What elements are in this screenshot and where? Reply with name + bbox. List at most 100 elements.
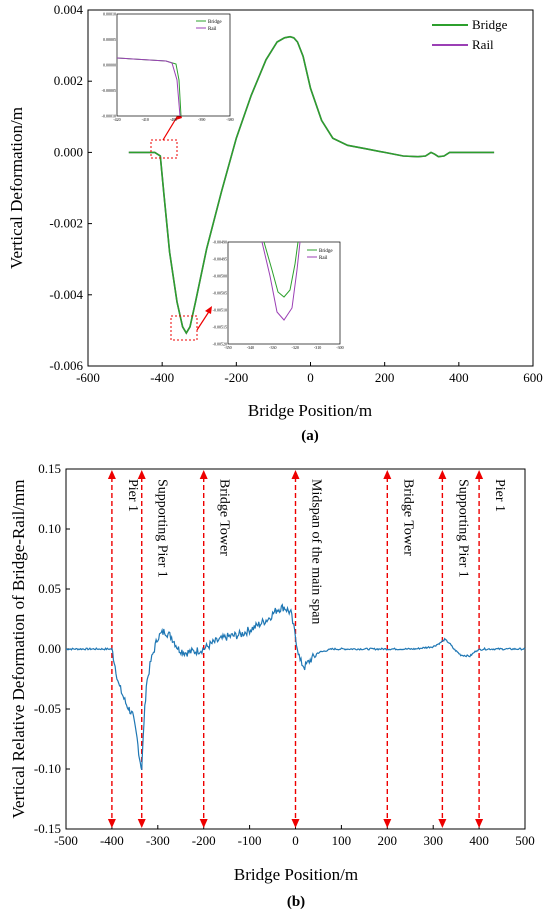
marker-arrow-bottom <box>438 819 447 828</box>
chart-a-xtick-label: 0 <box>307 370 314 385</box>
chart-b-xlabel: Bridge Position/m <box>234 865 358 884</box>
chart-a-ytick-label: 0.002 <box>54 73 83 88</box>
marker-arrow-top <box>107 470 116 479</box>
marker-arrow-top <box>291 470 300 479</box>
chart-b-xtick-label: 400 <box>469 833 489 848</box>
inset-2-legend-rail-label: Rail <box>319 256 328 261</box>
inset-2-bridge-line <box>263 241 299 298</box>
chart-b-xtick-label: 500 <box>515 833 535 848</box>
inset-ytick-label: 0.00005 <box>103 37 116 42</box>
chart-b-ytick-label: 0.15 <box>38 461 61 476</box>
marker-label: Pier 1 <box>492 479 507 512</box>
marker-arrow-bottom <box>475 819 484 828</box>
marker-label: Supporting Pier 1 <box>455 479 470 578</box>
chart-b-ytick-label: 0.00 <box>38 641 61 656</box>
marker-arrow-bottom <box>199 819 208 828</box>
chart-b-ticks: -500 -400 -300 -200 -100 0 100 200 300 400 500 0.15… <box>34 461 535 848</box>
inset-xtick-label: -310 <box>314 345 321 350</box>
inset-1-legend-rail-label: Rail <box>208 27 217 32</box>
inset-2-legend-bridge-label: Bridge <box>319 249 333 254</box>
chart-b-ytick-label: -0.15 <box>34 821 61 836</box>
legend-bridge-label: Bridge <box>472 17 508 32</box>
inset-2-frame <box>227 241 341 345</box>
chart-a-xtick-label: 600 <box>523 370 543 385</box>
chart-a-ytick-label: -0.002 <box>49 216 83 231</box>
marker-arrow-bottom <box>383 819 392 828</box>
inset-1-frame <box>116 13 231 117</box>
chart-a-ytick-label: 0.004 <box>54 2 84 17</box>
zoom-arrow-1 <box>162 111 181 141</box>
chart-a-legend: Bridge Rail <box>432 17 508 52</box>
inset-ytick-label: -0.00510 <box>213 308 227 313</box>
marker-arrow-top <box>383 470 392 479</box>
chart-b-series <box>65 603 526 771</box>
marker-arrow-bottom <box>107 819 116 828</box>
inset-1-ticks: -420 -410 -400 -390 -380 0.00010 0.00005 0.0000… <box>102 12 234 123</box>
inset-xtick-label: -330 <box>269 345 276 350</box>
inset-ytick-label: -0.00505 <box>213 291 227 296</box>
chart-a-series <box>128 35 495 335</box>
marker-arrow-bottom <box>137 819 146 828</box>
chart-b-xtick-label: 0 <box>292 833 299 848</box>
inset-2: Bridge Rail -350 -340 -330 -320 -310 -300 -0.0… <box>213 240 344 351</box>
inset-1-legend-bridge-label: Bridge <box>208 20 222 25</box>
zoom-arrow-2 <box>196 309 211 331</box>
inset-2-ticks: -350 -340 -330 -320 -310 -300 -0.00490 -0.00495… <box>213 240 344 351</box>
chart-b-ylabel: Vertical Relative Deformation of Bridge-… <box>9 480 28 819</box>
marker-label: Midspan of the main span <box>309 479 324 624</box>
zoom-box-2 <box>170 315 198 341</box>
marker-label: Bridge Tower <box>217 479 232 556</box>
chart-b-ytick-label: -0.10 <box>34 761 61 776</box>
inset-xtick-label: -320 <box>292 345 299 350</box>
marker-arrow-bottom <box>291 819 300 828</box>
inset-xtick-label: -300 <box>336 345 343 350</box>
chart-a-ytick-label: 0.000 <box>54 144 83 159</box>
inset-xtick-label: -410 <box>142 117 149 122</box>
chart-a-caption: (a) <box>301 428 319 444</box>
chart-a-xtick-label: 200 <box>375 370 395 385</box>
chart-b-xtick-label: 100 <box>332 833 352 848</box>
chart-a-ylabel: Vertical Deformation/m <box>7 107 26 269</box>
inset-1: Bridge Rail -420 -410 -400 -390 -380 0.00010 0… <box>102 12 234 123</box>
chart-a-ytick-label: -0.004 <box>49 287 83 302</box>
chart-b-xtick-label: -200 <box>192 833 216 848</box>
chart-b-xtick-label: -100 <box>238 833 262 848</box>
chart-a-xtick-label: 400 <box>449 370 469 385</box>
marker-label: Supporting Pier 1 <box>155 479 170 578</box>
inset-ytick-label: -0.00500 <box>213 274 227 279</box>
chart-b-xtick-label: -400 <box>100 833 124 848</box>
chart-b-ytick-label: -0.05 <box>34 701 61 716</box>
legend-rail-label: Rail <box>472 37 494 52</box>
zoom-arrowhead-2 <box>205 306 212 314</box>
inset-2-rail-line <box>261 241 301 321</box>
inset-ytick-label: -0.00520 <box>213 342 227 347</box>
chart-b-xtick-label: -500 <box>54 833 78 848</box>
chart-b-markers: Pier 1 Supporting Pier 1 Bridge Tower Midsp… <box>107 470 507 828</box>
chart-b: -500 -400 -300 -200 -100 0 100 200 300 400 500 0.15… <box>9 461 535 910</box>
marker-arrow-top <box>199 470 208 479</box>
inset-xtick-label: -380 <box>226 117 233 122</box>
chart-b-xtick-label: 300 <box>423 833 443 848</box>
inset-ytick-label: -0.00005 <box>102 88 116 93</box>
chart-b-ytick-label: 0.10 <box>38 521 61 536</box>
inset-ytick-label: -0.00010 <box>102 114 116 119</box>
chart-a-xlabel: Bridge Position/m <box>248 401 372 420</box>
chart-b-line <box>65 603 526 771</box>
marker-arrow-top <box>137 470 146 479</box>
inset-xtick-label: -420 <box>113 117 120 122</box>
inset-xtick-label: -400 <box>170 117 177 122</box>
chart-a: -600 -400 -200 0 200 400 600 0.004 0.002 0.000 -0.… <box>7 2 543 444</box>
inset-ytick-label: 0.00000 <box>103 63 116 68</box>
inset-xtick-label: -350 <box>224 345 231 350</box>
chart-b-xtick-label: 200 <box>378 833 398 848</box>
inset-ytick-label: -0.00490 <box>213 240 227 245</box>
inset-xtick-label: -340 <box>247 345 254 350</box>
chart-a-xtick-label: -200 <box>224 370 248 385</box>
chart-a-ytick-label: -0.006 <box>49 358 83 373</box>
chart-a-ticks: -600 -400 -200 0 200 400 600 0.004 0.002 0.000 -0.… <box>49 2 542 385</box>
chart-a-line-bridge <box>128 35 495 335</box>
chart-b-ytick-label: 0.05 <box>38 581 61 596</box>
inset-ytick-label: -0.00515 <box>213 325 227 330</box>
chart-b-caption: (b) <box>287 894 305 910</box>
